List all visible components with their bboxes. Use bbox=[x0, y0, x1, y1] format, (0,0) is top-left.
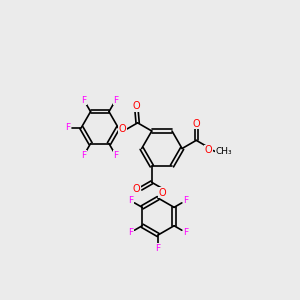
Text: O: O bbox=[192, 119, 200, 129]
Text: F: F bbox=[156, 244, 161, 253]
Text: F: F bbox=[113, 151, 118, 160]
Text: F: F bbox=[65, 123, 70, 132]
Text: F: F bbox=[81, 96, 86, 105]
Text: O: O bbox=[204, 146, 212, 155]
Text: F: F bbox=[128, 228, 133, 237]
Text: F: F bbox=[183, 196, 188, 205]
Text: O: O bbox=[119, 124, 127, 134]
Text: F: F bbox=[81, 151, 86, 160]
Text: O: O bbox=[133, 101, 140, 111]
Text: F: F bbox=[128, 196, 133, 205]
Text: F: F bbox=[183, 228, 188, 237]
Text: CH₃: CH₃ bbox=[215, 147, 232, 156]
Text: O: O bbox=[133, 184, 141, 194]
Text: O: O bbox=[159, 188, 167, 198]
Text: F: F bbox=[113, 96, 118, 105]
